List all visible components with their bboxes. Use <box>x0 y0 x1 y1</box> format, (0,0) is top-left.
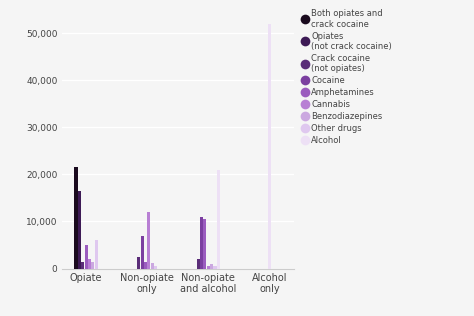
Bar <box>268 24 271 269</box>
Bar <box>151 263 154 269</box>
Bar <box>197 259 200 269</box>
Bar <box>207 266 210 269</box>
Bar <box>210 264 213 269</box>
Bar <box>74 167 78 269</box>
Bar <box>144 262 147 269</box>
Bar <box>203 219 207 269</box>
Bar <box>91 262 94 269</box>
Bar <box>137 257 140 269</box>
Bar <box>88 259 91 269</box>
Bar <box>84 245 88 269</box>
Bar <box>200 217 203 269</box>
Bar <box>141 236 144 269</box>
Bar <box>95 240 98 269</box>
Legend: Both opiates and
crack cocaine, Opiates
(not crack cocaine), Crack cocaine
(not : Both opiates and crack cocaine, Opiates … <box>301 9 393 146</box>
Bar <box>217 170 220 269</box>
Bar <box>147 212 150 269</box>
Bar <box>78 191 81 269</box>
Bar <box>81 262 84 269</box>
Bar <box>213 266 217 269</box>
Bar <box>154 266 157 269</box>
